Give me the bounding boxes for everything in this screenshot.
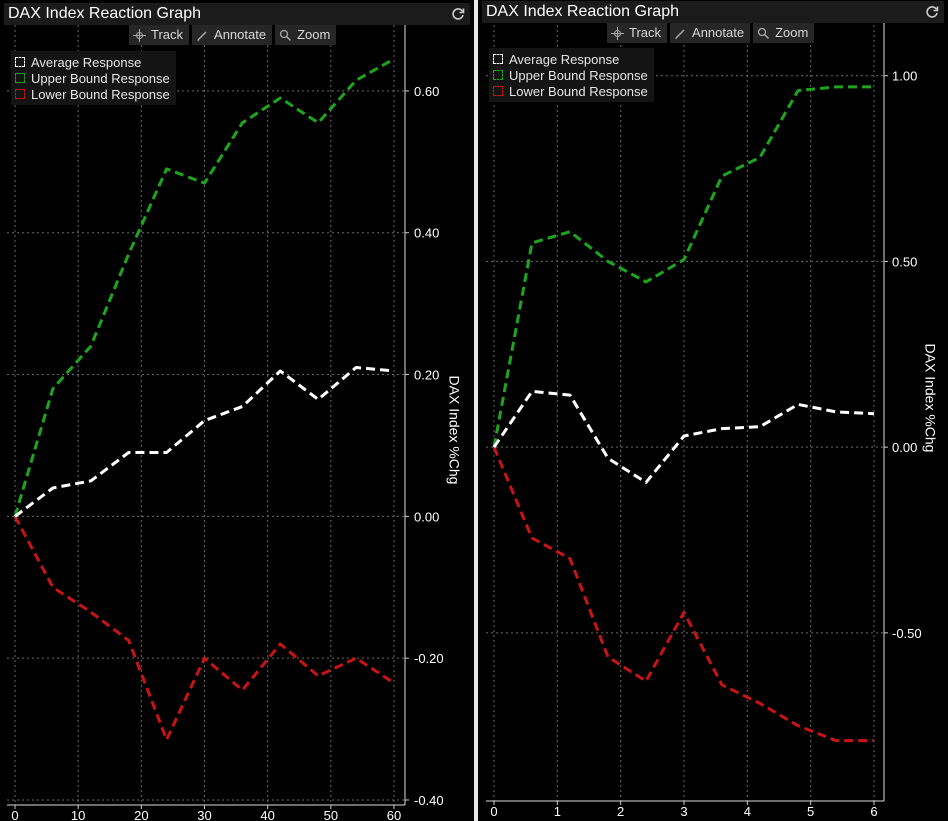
- track-label: Track: [629, 25, 662, 40]
- x-tick-label: 4: [744, 804, 751, 819]
- legend-label: Lower Bound Response: [509, 83, 648, 99]
- reaction-graph-left[interactable]: 0 10 20 30 40 50 60 0.60 0.40 0.20 0.00 -0.20 -0.40: [0, 0, 474, 821]
- x-tick-label: 30: [197, 808, 211, 821]
- chart-toolbar: Track Annotate Zoom: [607, 23, 815, 43]
- chart-legend: Average Response Upper Bound Response Lo…: [11, 51, 176, 105]
- pencil-icon: [197, 30, 207, 41]
- y-tick-label: 0.00: [414, 509, 439, 524]
- annotate-label: Annotate: [692, 25, 745, 40]
- x-tick-label: 6: [870, 804, 877, 819]
- legend-swatch-upper: [15, 73, 25, 83]
- legend-swatch-lower: [15, 89, 25, 99]
- x-tick-label: 0: [490, 804, 497, 819]
- legend-swatch-average: [15, 57, 25, 67]
- legend-swatch-upper: [493, 70, 503, 80]
- panel-title: DAX Index Reaction Graph: [8, 5, 201, 22]
- track-button[interactable]: Track: [129, 25, 190, 45]
- annotate-button[interactable]: Annotate: [670, 23, 751, 43]
- panel-title-bar: DAX Index Reaction Graph: [4, 3, 470, 25]
- track-button[interactable]: Track: [607, 23, 668, 43]
- series-line-upper-bound-response[interactable]: [492, 85, 874, 448]
- chart-panel-right: 0 1 2 3 4 5 6 1.00 0.50 0.00 -0.50 DAX Index React…: [478, 0, 948, 821]
- y-tick-label: 0.20: [414, 368, 439, 383]
- zoom-label: Zoom: [775, 25, 809, 40]
- y-tick-label: -0.50: [892, 626, 922, 641]
- track-label: Track: [151, 27, 184, 42]
- legend-item-lower[interactable]: Lower Bound Response: [15, 86, 170, 102]
- legend-item-upper[interactable]: Upper Bound Response: [493, 67, 648, 83]
- legend-item-average[interactable]: Average Response: [15, 54, 170, 70]
- x-tick-label: 20: [134, 808, 148, 821]
- x-tick-label: 10: [71, 808, 85, 821]
- y-tick-label: -0.20: [414, 651, 444, 666]
- legend-label: Lower Bound Response: [31, 86, 170, 102]
- x-tick-label: 0: [11, 808, 18, 821]
- y-tick-label: 0.00: [892, 440, 917, 455]
- legend-swatch-lower: [493, 86, 503, 96]
- x-tick-label: 5: [807, 804, 814, 819]
- x-tick-label: 3: [680, 804, 687, 819]
- legend-item-lower[interactable]: Lower Bound Response: [493, 83, 648, 99]
- x-tick-label: 40: [260, 808, 274, 821]
- magnifier-icon: [757, 27, 770, 39]
- annotate-label: Annotate: [214, 27, 267, 42]
- legend-label: Average Response: [509, 51, 620, 67]
- y-tick-label: 1.00: [892, 69, 917, 84]
- crosshair-icon: [611, 26, 624, 40]
- annotate-button[interactable]: Annotate: [192, 25, 273, 45]
- y-tick-label: 0.60: [414, 84, 439, 99]
- legend-swatch-average: [493, 54, 503, 64]
- zoom-button[interactable]: Zoom: [275, 25, 337, 45]
- pencil-icon: [675, 28, 685, 39]
- y-axis-title: DAX Index %Chg: [922, 343, 939, 453]
- y-tick-label: 0.40: [414, 226, 439, 241]
- magnifier-icon: [279, 29, 292, 41]
- series-line-average-response[interactable]: [14, 366, 395, 518]
- panel-title: DAX Index Reaction Graph: [486, 3, 679, 20]
- panel-title-bar: DAX Index Reaction Graph: [482, 1, 944, 23]
- y-tick-label: 0.50: [892, 254, 917, 269]
- crosshair-icon: [133, 28, 146, 42]
- chart-panel-left: 0 10 20 30 40 50 60 0.60 0.40 0.20 0.00 -0.20 -0.40 …: [0, 0, 474, 821]
- panel-divider[interactable]: [474, 0, 478, 821]
- reaction-graph-right[interactable]: 0 1 2 3 4 5 6 1.00 0.50 0.00 -0.50: [478, 0, 948, 821]
- y-axis-title: DAX Index %Chg: [446, 375, 463, 485]
- refresh-icon[interactable]: [450, 6, 466, 22]
- chart-legend: Average Response Upper Bound Response Lo…: [489, 48, 654, 102]
- series-line-lower-bound-response[interactable]: [13, 515, 395, 742]
- series-line-upper-bound-response[interactable]: [13, 57, 395, 517]
- legend-label: Upper Bound Response: [509, 67, 648, 83]
- x-tick-label: 50: [324, 808, 338, 821]
- legend-item-average[interactable]: Average Response: [493, 51, 648, 67]
- series-line-lower-bound-response[interactable]: [492, 446, 874, 743]
- legend-item-upper[interactable]: Upper Bound Response: [15, 70, 170, 86]
- zoom-button[interactable]: Zoom: [753, 23, 815, 43]
- zoom-label: Zoom: [297, 27, 331, 42]
- legend-label: Upper Bound Response: [31, 70, 170, 86]
- y-tick-label: -0.40: [414, 793, 444, 808]
- x-tick-label: 1: [554, 804, 561, 819]
- legend-label: Average Response: [31, 54, 142, 70]
- refresh-icon[interactable]: [924, 4, 940, 20]
- chart-toolbar: Track Annotate Zoom: [129, 25, 337, 45]
- x-tick-label: 2: [617, 804, 624, 819]
- x-tick-label: 60: [387, 808, 401, 821]
